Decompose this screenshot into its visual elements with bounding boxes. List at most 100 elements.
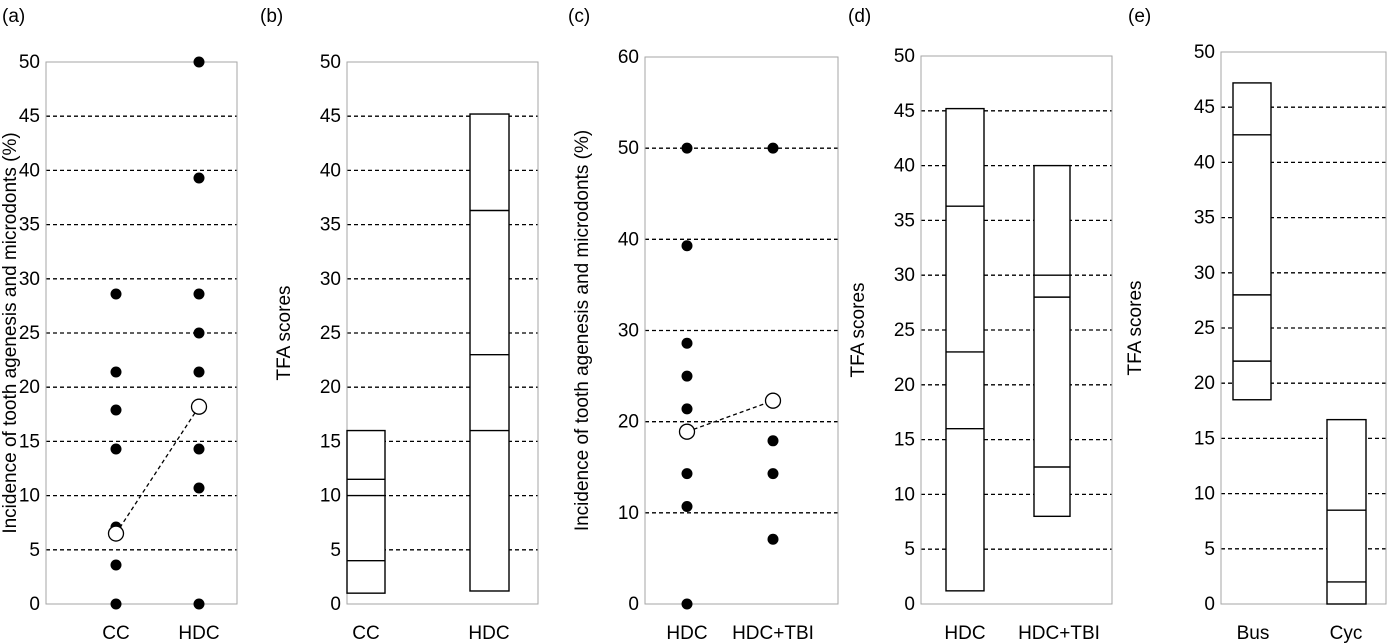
y-tick-label: 5 [29, 540, 40, 561]
plot-frame [45, 61, 238, 605]
panel-label: (e) [1128, 6, 1151, 27]
box [945, 107, 985, 592]
mean-trend-line [686, 400, 774, 433]
y-tick-label: 35 [320, 215, 341, 236]
panel-label: (b) [260, 6, 283, 27]
data-point [193, 443, 205, 455]
y-tick-label: 15 [1194, 428, 1215, 449]
y-tick-label: 30 [894, 265, 915, 286]
y-tick-label: 50 [320, 52, 341, 73]
y-axis-label: Incidence of tooth agenesis and microdon… [0, 132, 21, 533]
y-tick-label: 45 [19, 106, 40, 127]
y-tick-label: 20 [894, 375, 915, 396]
x-tick-label: HDC [666, 623, 707, 644]
y-tick-label: 0 [1204, 594, 1215, 615]
panel-a: (a) 0 5 10 15 20 25 30 35 40 45 50 Incidence of toot… [0, 6, 238, 644]
data-point [767, 468, 779, 480]
data-point [193, 366, 205, 378]
y-tick-label: 50 [894, 46, 915, 67]
y-tick-label: 40 [894, 156, 915, 177]
x-tick-label: Bus [1237, 623, 1270, 644]
data-point [681, 142, 693, 154]
panel-label: (a) [2, 6, 25, 27]
x-tick-label: CC [102, 623, 129, 644]
y-tick-label: 20 [618, 412, 639, 433]
y-tick-label: 5 [330, 540, 341, 561]
data-point [681, 500, 693, 512]
mean-point [107, 525, 125, 542]
y-tick-label: 15 [894, 430, 915, 451]
y-tick-label: 0 [330, 594, 341, 615]
y-tick-label: 40 [320, 160, 341, 181]
y-tick-label: 20 [320, 377, 341, 398]
panel-label: (c) [568, 6, 590, 27]
y-tick-label: 40 [618, 229, 639, 250]
mean-point [678, 423, 696, 440]
y-axis-label: TFA scores [848, 282, 869, 377]
data-point [767, 435, 779, 447]
x-tick-label: HDC [468, 623, 509, 644]
y-tick-label: 35 [1194, 208, 1215, 229]
y-tick-label: 20 [1194, 373, 1215, 394]
x-tick-label: HDC+TBI [732, 623, 814, 644]
mean-trend-line [115, 406, 200, 534]
data-point [110, 366, 122, 378]
y-tick-label: 10 [320, 486, 341, 507]
data-point [193, 327, 205, 339]
y-tick-label: 45 [320, 106, 341, 127]
data-point [110, 443, 122, 455]
box [1033, 164, 1071, 518]
y-tick-label: 40 [1194, 152, 1215, 173]
plot-frame [920, 55, 1113, 605]
y-tick-label: 0 [29, 594, 40, 615]
y-axis-label: Incidence of tooth agenesis and microdon… [572, 130, 593, 531]
panel-e: (e) 0 5 10 15 20 25 30 35 40 45 50 TFA scores Bus Cyc [1125, 6, 1387, 644]
panel-d: (d) 0 5 10 15 20 25 30 35 40 45 50 TFA scores HDC HDC+… [848, 6, 1113, 644]
data-point [681, 403, 693, 415]
y-tick-label: 25 [894, 320, 915, 341]
y-tick-label: 10 [618, 503, 639, 524]
y-tick-label: 25 [19, 323, 40, 344]
y-tick-label: 50 [19, 52, 40, 73]
y-tick-label: 0 [904, 594, 915, 615]
data-point [110, 404, 122, 416]
data-point [681, 468, 693, 480]
y-tick-label: 60 [618, 47, 639, 68]
y-tick-label: 10 [19, 486, 40, 507]
data-point [681, 598, 693, 610]
y-axis-label: TFA scores [274, 285, 295, 380]
y-tick-label: 0 [628, 594, 639, 615]
plot-frame [1220, 51, 1387, 605]
data-point [110, 288, 122, 300]
x-tick-label: HDC [178, 623, 219, 644]
x-tick-label: Cyc [1330, 623, 1363, 644]
y-tick-label: 15 [320, 431, 341, 452]
data-point [193, 288, 205, 300]
mean-point [190, 398, 208, 415]
data-point [193, 172, 205, 184]
y-tick-label: 30 [1194, 263, 1215, 284]
y-tick-label: 30 [19, 269, 40, 290]
panel-c: (c) 0 10 20 30 40 50 60 Incidence of tooth agene… [568, 6, 839, 644]
y-tick-label: 35 [19, 215, 40, 236]
y-tick-label: 45 [1194, 97, 1215, 118]
box [346, 429, 386, 594]
data-point [193, 482, 205, 494]
panel-b: (b) 0 5 10 15 20 25 30 35 40 45 50 TFA scores CC HDC [260, 6, 539, 644]
y-tick-label: 15 [19, 431, 40, 452]
data-point [110, 598, 122, 610]
y-axis-label: TFA scores [1125, 280, 1146, 375]
mean-point [764, 392, 782, 409]
panel-label: (d) [848, 6, 871, 27]
data-point [193, 598, 205, 610]
y-tick-label: 5 [1204, 539, 1215, 560]
y-tick-label: 30 [618, 321, 639, 342]
y-tick-label: 45 [894, 101, 915, 122]
plot-frame [346, 61, 539, 605]
data-point [681, 337, 693, 349]
x-tick-label: CC [352, 623, 379, 644]
data-point [193, 56, 205, 68]
plot-frame [644, 56, 839, 605]
data-point [110, 559, 122, 571]
